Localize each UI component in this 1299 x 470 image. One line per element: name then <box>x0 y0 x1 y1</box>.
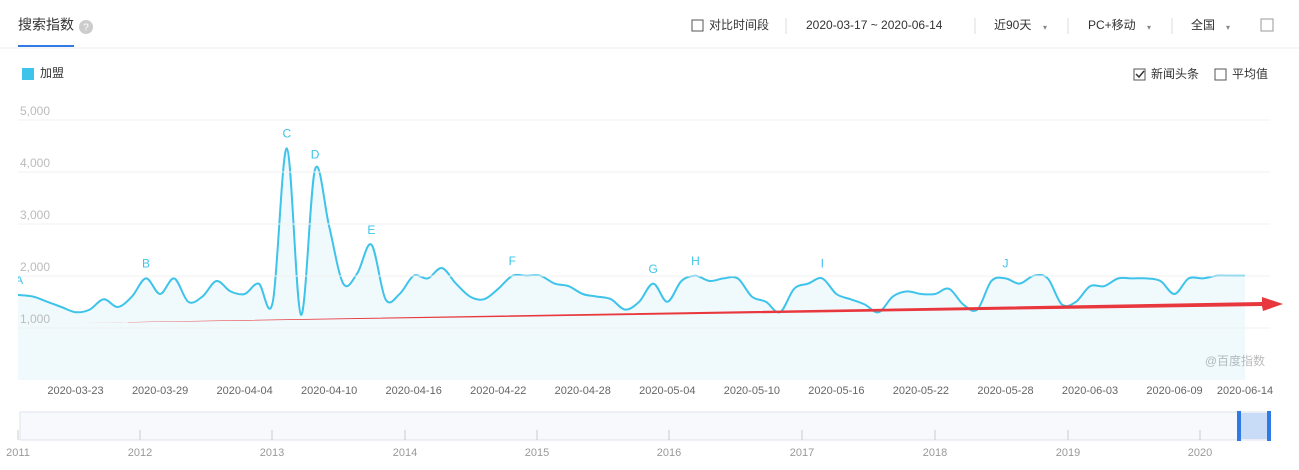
x-tick-label: 2020-04-22 <box>470 385 526 397</box>
annotation: F <box>509 254 516 268</box>
navigator[interactable] <box>19 411 1271 441</box>
navigator-handle[interactable] <box>1237 411 1241 441</box>
annotation: J <box>1002 257 1008 271</box>
period-select[interactable]: 近90天 <box>994 18 1031 32</box>
legend-swatch <box>22 68 34 80</box>
x-tick-label: 2020-05-04 <box>639 385 695 397</box>
legend-label[interactable]: 加盟 <box>40 66 64 80</box>
export-icon[interactable] <box>1260 18 1274 32</box>
y-tick-label: 3,000 <box>20 208 50 222</box>
year-label: 2018 <box>923 447 947 459</box>
annotation: I <box>821 257 824 271</box>
average-checkbox[interactable] <box>1214 68 1227 81</box>
x-tick-label: 2020-04-10 <box>301 385 357 397</box>
x-tick-label: 2020-04-28 <box>555 385 611 397</box>
device-select[interactable]: PC+移动 <box>1088 18 1136 32</box>
annotation: H <box>691 254 700 268</box>
x-tick-label: 2020-04-16 <box>386 385 442 397</box>
x-tick-label: 2020-04-04 <box>216 385 272 397</box>
help-icon[interactable] <box>79 20 93 34</box>
year-label: 2012 <box>128 447 152 459</box>
x-tick-label: 2020-06-14 <box>1217 385 1273 397</box>
caret: ▾ <box>1147 23 1151 32</box>
watermark: @百度指数 <box>1205 353 1265 368</box>
navigator-selection[interactable] <box>1239 413 1269 439</box>
x-tick-label: 2020-06-03 <box>1062 385 1118 397</box>
caret: ▾ <box>1226 23 1230 32</box>
help-mark: ? <box>83 23 89 34</box>
y-tick-label: 4,000 <box>20 156 50 170</box>
y-tick-label: 1,000 <box>20 312 50 326</box>
annotation: B <box>142 257 150 271</box>
caret: ▾ <box>1043 23 1047 32</box>
news-label[interactable]: 新闻头条 <box>1151 66 1199 81</box>
year-label: 2016 <box>657 447 681 459</box>
x-tick-label: 2020-05-28 <box>977 385 1033 397</box>
y-tick-label: 2,000 <box>20 260 50 274</box>
year-label: 2020 <box>1188 447 1212 459</box>
x-tick-label: 2020-06-09 <box>1146 385 1202 397</box>
annotation: C <box>283 127 292 141</box>
date-range[interactable]: 2020-03-17 ~ 2020-06-14 <box>806 18 943 32</box>
year-label: 2015 <box>525 447 549 459</box>
x-tick-label: 2020-03-29 <box>132 385 188 397</box>
year-label: 2013 <box>260 447 284 459</box>
annotation: A <box>15 273 23 287</box>
x-tick-label: 2020-05-22 <box>893 385 949 397</box>
navigator-handle[interactable] <box>1267 411 1271 441</box>
year-label: 2019 <box>1056 447 1080 459</box>
year-label: 2014 <box>393 447 417 459</box>
tab-title[interactable]: 搜索指数 <box>18 17 74 33</box>
year-label: 2017 <box>790 447 814 459</box>
compare-label[interactable]: 对比时间段 <box>709 17 769 32</box>
x-tick-label: 2020-03-23 <box>47 385 103 397</box>
compare-checkbox[interactable] <box>691 19 704 32</box>
check-mark <box>1135 70 1145 79</box>
annotation: D <box>311 147 320 161</box>
region-select[interactable]: 全国 <box>1191 17 1215 32</box>
x-tick-label: 2020-05-10 <box>724 385 780 397</box>
annotation: G <box>649 262 658 276</box>
annotation: E <box>367 223 375 237</box>
news-checkbox[interactable] <box>1133 68 1146 81</box>
average-label[interactable]: 平均值 <box>1232 66 1268 81</box>
x-tick-label: 2020-05-16 <box>808 385 864 397</box>
year-label: 2011 <box>6 447 30 459</box>
y-tick-label: 5,000 <box>20 104 50 118</box>
